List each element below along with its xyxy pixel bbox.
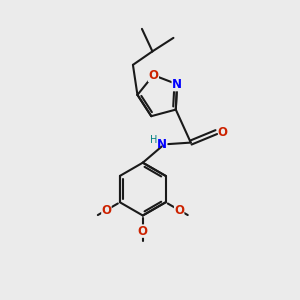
Text: O: O	[101, 204, 111, 217]
Text: N: N	[157, 138, 167, 151]
Text: N: N	[172, 78, 182, 91]
Text: O: O	[148, 69, 158, 82]
Text: O: O	[218, 126, 228, 139]
Text: O: O	[138, 225, 148, 238]
Text: O: O	[174, 204, 184, 217]
Text: H: H	[150, 136, 157, 146]
